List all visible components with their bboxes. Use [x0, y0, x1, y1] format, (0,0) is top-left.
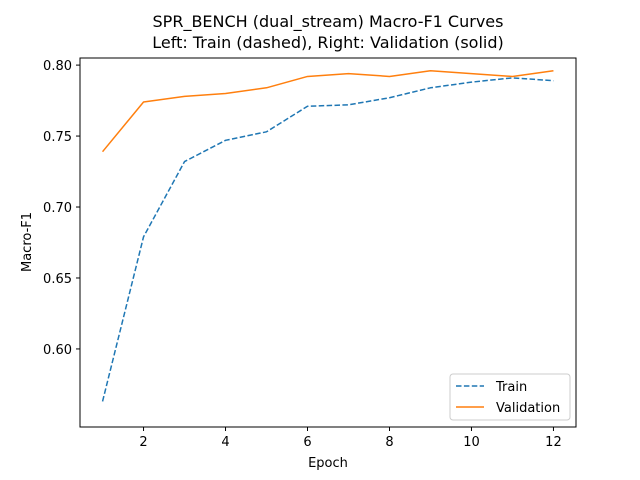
series-layer — [101, 70, 554, 402]
y-tick-label: 0.60 — [43, 343, 72, 358]
legend-train-label: Train — [495, 380, 527, 395]
x-axis-label: Epoch — [308, 456, 348, 471]
plot-area — [79, 57, 577, 428]
x-tick-label: 8 — [385, 435, 393, 450]
y-tick-label: 0.75 — [43, 130, 72, 145]
x-tick-label: 6 — [303, 435, 311, 450]
x-tick-label: 12 — [545, 435, 562, 450]
y-tick-label: 0.80 — [43, 59, 72, 74]
series-line-train — [101, 77, 554, 402]
chart-subtitle: Left: Train (dashed), Right: Validation … — [152, 33, 504, 52]
chart-title: SPR_BENCH (dual_stream) Macro-F1 Curves — [153, 12, 504, 32]
legend-validation-label: Validation — [496, 401, 560, 416]
x-tick-label: 4 — [221, 435, 229, 450]
series-line-validation — [101, 70, 554, 153]
legend: Train Validation — [449, 373, 571, 421]
y-tick-label: 0.65 — [43, 272, 72, 287]
y-tick-label: 0.70 — [43, 201, 72, 216]
y-axis-label: Macro-F1 — [20, 212, 35, 272]
x-axis-ticks: 2 4 6 8 10 12 — [139, 427, 562, 450]
y-axis-ticks: 0.60 0.65 0.70 0.75 0.80 — [43, 59, 80, 358]
x-tick-label: 2 — [139, 435, 147, 450]
x-tick-label: 10 — [463, 435, 480, 450]
